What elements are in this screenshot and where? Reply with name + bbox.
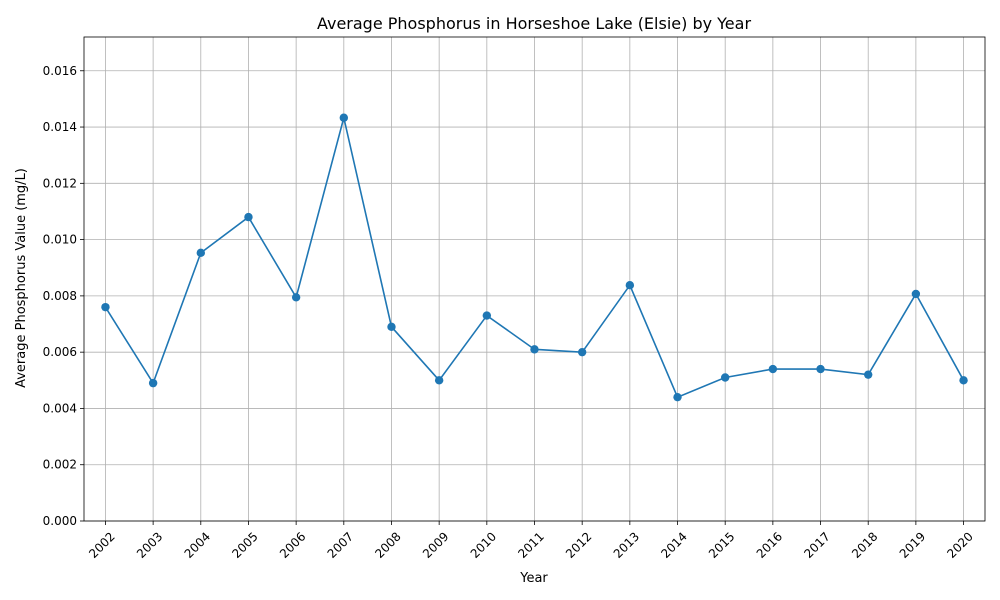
data-point [625, 280, 635, 290]
y-tick-label: 0.006 [43, 345, 77, 359]
data-point [387, 322, 396, 332]
y-tick-label: 0.014 [43, 120, 77, 134]
data-point [911, 289, 921, 299]
y-axis-label: Average Phosphorus Value (mg/L) [14, 168, 29, 388]
data-point [530, 345, 539, 354]
series-layer [101, 113, 968, 402]
data-point [864, 370, 873, 379]
data-point [816, 364, 825, 374]
data-point [291, 293, 301, 302]
data-point [577, 347, 587, 357]
data-point [434, 376, 444, 385]
data-point [768, 364, 778, 374]
data-point [148, 378, 158, 388]
y-tick-label: 0.000 [43, 514, 77, 528]
data-point [959, 376, 968, 385]
data-point [673, 392, 682, 402]
data-point [101, 302, 110, 312]
y-tick-label: 0.008 [43, 289, 77, 303]
data-point [244, 212, 253, 222]
y-tick-label: 0.002 [43, 458, 77, 472]
y-tick-label: 0.016 [43, 64, 77, 78]
y-tick-label: 0.012 [43, 176, 77, 190]
data-point [339, 113, 349, 122]
y-tick-label: 0.004 [43, 401, 77, 415]
data-point [196, 248, 205, 258]
chart-title: Average Phosphorus in Horseshoe Lake (El… [317, 14, 751, 33]
x-axis-label: Year [519, 571, 548, 586]
y-tick-label: 0.010 [43, 233, 77, 247]
data-point [720, 373, 730, 382]
data-point [482, 311, 492, 320]
